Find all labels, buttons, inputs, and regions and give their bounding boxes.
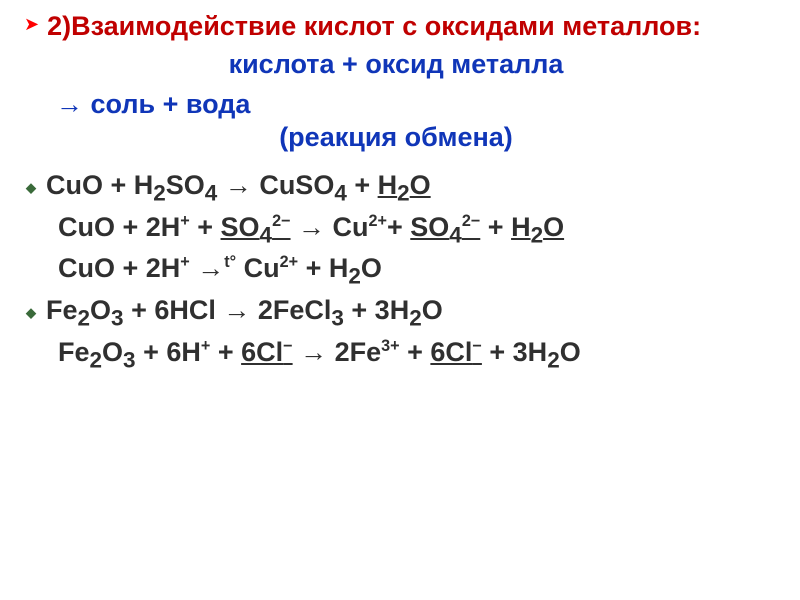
scheme-arrow: →: [56, 89, 91, 119]
equation-2: CuO + 2H+ + SO42− → Cu2++ SO42− + H2O: [26, 209, 772, 251]
equation-1: CuO + H2SO4 → CuSO4 + H2O: [26, 167, 772, 209]
equation-list: CuO + H2SO4 → CuSO4 + H2OCuO + 2H+ + SO4…: [20, 167, 772, 376]
reaction-scheme: кислота + оксид металла: [20, 48, 772, 82]
equation-text: CuO + H2SO4 → CuSO4 + H2O: [46, 167, 431, 209]
equation-text: CuO + 2H+ →t° Cu2+ + H2O: [58, 253, 382, 283]
reaction-type: (реакция обмена): [20, 122, 772, 153]
equation-text: Fe2O3 + 6HCl → 2FeCl3 + 3H2O: [46, 292, 443, 334]
equation-3: CuO + 2H+ →t° Cu2+ + H2O: [26, 250, 772, 292]
bullet-arrow-icon: ➤: [24, 14, 39, 35]
equation-5: Fe2O3 + 6H+ + 6Cl− → 2Fe3+ + 6Cl− + 3H2O: [26, 334, 772, 376]
scheme-line-1: кислота + оксид металла: [20, 48, 772, 82]
slide: ➤ 2)Взаимодействие кислот с оксидами мет…: [0, 0, 800, 600]
heading: 2)Взаимодействие кислот с оксидами метал…: [47, 10, 701, 42]
heading-row: ➤ 2)Взаимодействие кислот с оксидами мет…: [20, 10, 772, 42]
scheme-products: соль + вода: [91, 89, 251, 119]
equation-text: CuO + 2H+ + SO42− → Cu2++ SO42− + H2O: [58, 212, 564, 242]
scheme-line-2: → соль + вода: [20, 88, 772, 122]
equation-4: Fe2O3 + 6HCl → 2FeCl3 + 3H2O: [26, 292, 772, 334]
equation-text: Fe2O3 + 6H+ + 6Cl− → 2Fe3+ + 6Cl− + 3H2O: [58, 337, 581, 367]
